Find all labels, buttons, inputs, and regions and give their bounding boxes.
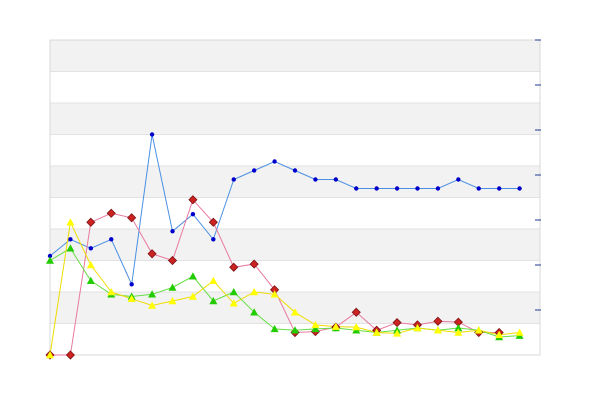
grid-band: [50, 134, 540, 166]
series-3-point: [474, 326, 483, 334]
series-3-point: [495, 330, 504, 338]
series-3-point: [209, 276, 218, 284]
series-0-point: [47, 253, 53, 259]
series-0-line: [49, 134, 520, 287]
series-0-point: [456, 177, 461, 182]
series-1-point: [86, 217, 96, 227]
series-2-line: [49, 247, 520, 338]
series-0-point: [496, 186, 502, 191]
series-2-point: [250, 308, 259, 316]
series-1-point: [106, 208, 116, 218]
series-0-point: [476, 186, 481, 191]
series-3-point: [46, 351, 54, 359]
series-0-point: [231, 177, 236, 182]
series-2-point: [46, 256, 54, 264]
series-2-point: [66, 244, 75, 252]
series-3-point: [127, 294, 136, 302]
series-0-point: [517, 186, 522, 191]
grid-bands: [50, 39, 540, 355]
plot-frame: [49, 39, 541, 356]
series-1-point: [433, 316, 443, 326]
series-1-point: [188, 195, 198, 205]
series-0-point: [272, 159, 277, 164]
series-3-point: [311, 320, 320, 329]
series-3-point: [372, 328, 381, 336]
grid-band: [50, 103, 540, 135]
series-3-point: [66, 218, 75, 226]
grid-band: [50, 71, 540, 103]
series-3-point: [413, 324, 422, 332]
series-2-point: [229, 288, 238, 296]
series-0-point: [435, 186, 441, 191]
grid-band: [50, 197, 540, 229]
series-2-point: [311, 324, 320, 333]
series-2-point: [86, 276, 95, 284]
series-3-line: [49, 220, 520, 356]
series-0-point: [313, 177, 318, 182]
series-2-point: [454, 324, 463, 332]
series-0-point: [333, 177, 339, 182]
plot-border: [49, 39, 541, 356]
series-1-point: [167, 255, 178, 266]
series-3-point: [86, 261, 95, 269]
grid-band: [50, 292, 540, 324]
series-0-point: [170, 229, 175, 234]
series-3-point: [454, 328, 463, 336]
series-3-point: [188, 292, 197, 300]
series-2-point: [209, 297, 218, 305]
series-3-point: [148, 301, 157, 309]
grid-band: [50, 260, 540, 292]
series-1-point: [65, 350, 75, 360]
series-1-point: [147, 249, 157, 259]
series-2-point: [270, 324, 279, 333]
series-3-point: [250, 288, 259, 296]
series-0-point: [88, 246, 94, 251]
series-3-point: [229, 299, 238, 307]
series-1-point: [351, 307, 361, 317]
series-1-point: [127, 213, 137, 223]
y-axis-ticks: [535, 39, 541, 311]
series-markers: [45, 132, 524, 360]
series-0-point: [354, 186, 359, 191]
series-0-point: [68, 237, 73, 242]
series-2-point: [188, 272, 197, 280]
series-0-point: [211, 237, 216, 242]
series-0-point: [129, 282, 134, 287]
series-3-point: [352, 323, 361, 331]
series-0-point: [190, 211, 196, 217]
series-2-point: [291, 326, 299, 334]
series-3-point: [433, 326, 442, 334]
series-3-point: [270, 290, 279, 298]
series-0-point: [415, 186, 420, 191]
series-0-point: [251, 168, 257, 173]
series-0-point: [374, 186, 379, 191]
series-3-point: [107, 288, 116, 296]
series-3-point: [168, 297, 177, 305]
series-3-point: [393, 329, 402, 337]
series-1-point: [249, 259, 259, 269]
series-0-point: [394, 186, 400, 191]
grid-band: [50, 229, 540, 261]
series-0-point: [292, 168, 298, 173]
series-3-point: [331, 322, 340, 330]
series-2-point: [168, 283, 177, 291]
series-1-point: [208, 217, 218, 227]
series-1-point: [229, 262, 239, 272]
grid-band: [50, 40, 540, 72]
series-0-point: [149, 132, 155, 137]
series-0-point: [109, 237, 114, 242]
series-3-point: [291, 308, 299, 316]
series-3-point: [515, 328, 524, 336]
series-2-point: [148, 290, 157, 298]
